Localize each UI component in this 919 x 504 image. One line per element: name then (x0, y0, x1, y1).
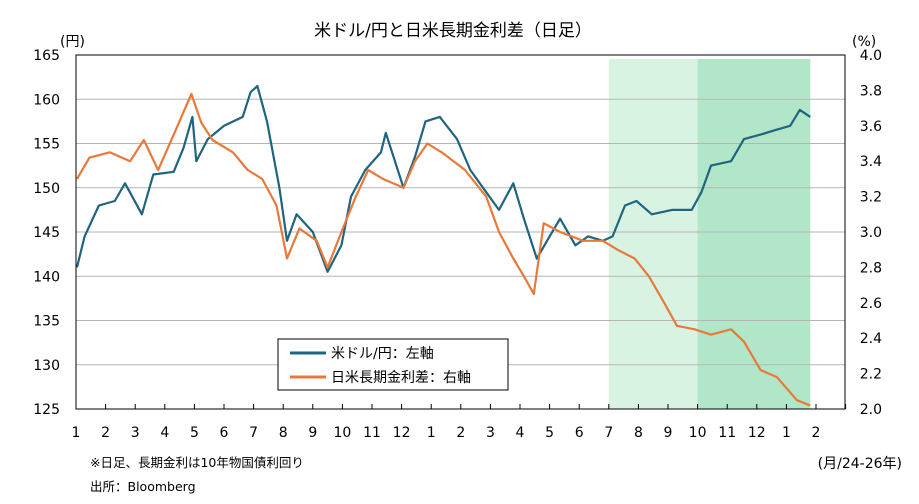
left-tick-label: 145 (33, 225, 60, 241)
x-tick-label: 7 (249, 425, 258, 441)
legend-label-spread: 日米長期金利差：右軸 (331, 370, 471, 386)
right-tick-label: 3.4 (860, 154, 882, 170)
x-tick-label: 12 (393, 425, 411, 441)
left-tick-label: 160 (33, 92, 60, 108)
x-tick-label: 11 (363, 425, 381, 441)
x-tick-label: 2 (456, 425, 465, 441)
right-tick-label: 2.0 (860, 402, 882, 418)
x-tick-label: 11 (718, 425, 736, 441)
x-tick-label: 9 (664, 425, 673, 441)
chart-title: 米ドル/円と日米長期金利差（日足） (314, 21, 592, 41)
legend-label-usdjpy: 米ドル/円：左軸 (331, 346, 434, 362)
right-tick-label: 2.8 (860, 260, 882, 276)
left-axis-unit: (円) (60, 34, 85, 50)
legend: 米ドル/円：左軸 日米長期金利差：右軸 (277, 338, 509, 391)
x-tick-label: 9 (308, 425, 317, 441)
x-tick-label: 8 (634, 425, 643, 441)
right-tick-label: 2.2 (860, 367, 882, 383)
x-tick-label: 5 (190, 425, 199, 441)
left-tick-label: 150 (33, 181, 60, 197)
left-tick-label: 135 (33, 314, 60, 330)
x-tick-label: 3 (131, 425, 140, 441)
x-tick-label: 2 (812, 425, 821, 441)
right-tick-label: 3.0 (860, 225, 882, 241)
x-tick-label: 6 (575, 425, 584, 441)
shaded-period-1 (697, 59, 811, 409)
footnote: ※日足、長期金利は10年物国債利回り (90, 455, 304, 470)
right-tick-label: 3.8 (860, 83, 882, 99)
x-tick-label: 10 (333, 425, 351, 441)
x-tick-label: 3 (486, 425, 495, 441)
source-note: 出所：Bloomberg (90, 479, 196, 494)
right-tick-label: 3.2 (860, 190, 882, 206)
left-tick-label: 165 (33, 48, 60, 64)
x-tick-label: 1 (782, 425, 791, 441)
left-tick-label: 130 (33, 358, 60, 374)
x-tick-label: 12 (748, 425, 766, 441)
x-tick-label: 4 (516, 425, 525, 441)
x-tick-label: 1 (427, 425, 436, 441)
x-axis-unit: (月/24-26年) (818, 456, 902, 472)
series-spread-line (76, 92, 811, 407)
left-tick-label: 155 (33, 137, 60, 153)
legend-box (277, 338, 509, 391)
x-tick-label: 4 (160, 425, 169, 441)
right-tick-label: 2.4 (860, 331, 882, 347)
right-tick-label: 4.0 (860, 48, 882, 64)
x-tick-label: 8 (279, 425, 288, 441)
series-usdjpy-line (75, 84, 811, 273)
x-tick-label: 6 (220, 425, 229, 441)
right-axis-unit: (%) (852, 34, 876, 50)
right-tick-label: 3.6 (860, 119, 882, 135)
left-tick-label: 125 (33, 402, 60, 418)
right-tick-label: 2.6 (860, 296, 882, 312)
x-tick-label: 5 (545, 425, 554, 441)
x-tick-label: 7 (604, 425, 613, 441)
x-tick-label: 10 (689, 425, 707, 441)
left-tick-label: 140 (33, 269, 60, 285)
x-tick-label: 2 (101, 425, 110, 441)
x-tick-label: 1 (72, 425, 81, 441)
